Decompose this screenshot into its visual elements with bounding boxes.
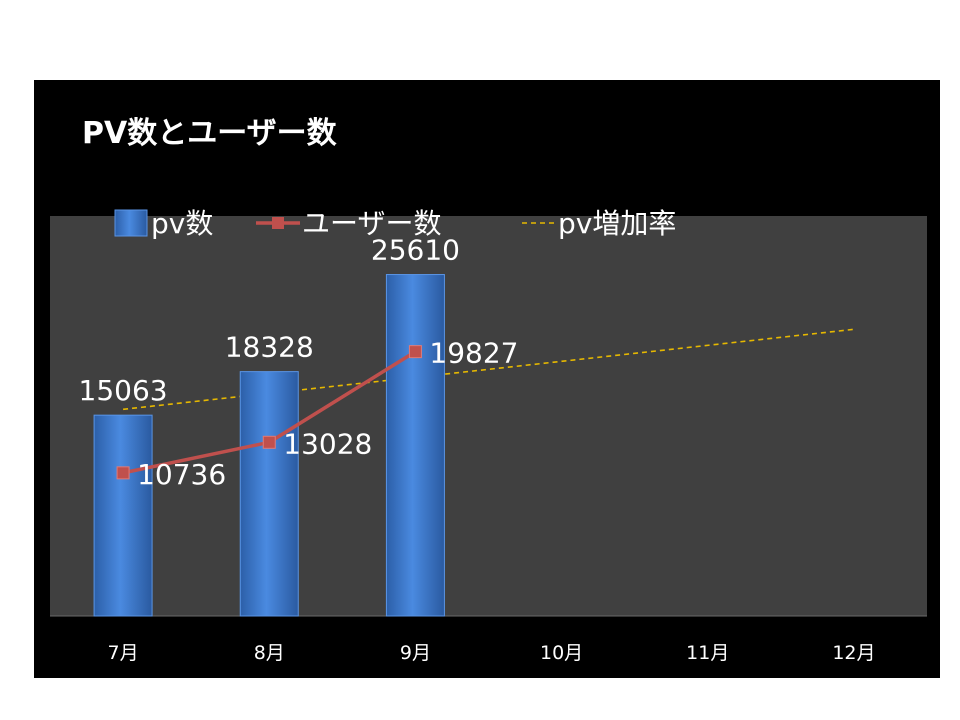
line-label-1: 13028	[283, 427, 372, 460]
x-tick-label-0: 7月	[108, 642, 139, 664]
bar-label-0: 15063	[79, 374, 168, 407]
x-tick-label-4: 11月	[686, 642, 729, 664]
bar-pv-2	[385, 274, 445, 617]
bar-label-1: 18328	[225, 331, 314, 364]
line-label-2: 19827	[429, 337, 518, 370]
line-label-0: 10736	[137, 458, 226, 491]
marker-users-0	[116, 466, 130, 480]
chart-svg: 15063 18328 25610 10736 13028 19827 7月 8月 9月 10月…	[50, 207, 927, 664]
marker-users-2	[408, 345, 422, 359]
bar-label-2: 25610	[371, 234, 460, 267]
x-tick-label-5: 12月	[832, 642, 875, 664]
legend-label-users: ユーザー数	[302, 207, 441, 240]
legend-swatch-pv	[114, 209, 148, 237]
marker-users-1	[262, 435, 276, 449]
legend-label-trend: pv増加率	[558, 207, 676, 240]
x-tick-label-2: 9月	[400, 642, 431, 664]
bar-pv-0	[93, 414, 153, 617]
bar-pv-1	[239, 371, 299, 617]
x-tick-label-3: 10月	[540, 642, 583, 664]
plot-area	[50, 216, 927, 616]
x-tick-label-1: 8月	[254, 642, 285, 664]
trendline-pv-increase	[122, 328, 855, 411]
chart-title: PV数とユーザー数	[82, 116, 337, 151]
legend-label-pv: pv数	[151, 207, 213, 240]
chart-panel: PV数とユーザー数 15063 18328 25610 10736 13028 19827…	[34, 80, 940, 678]
legend-marker-users	[272, 217, 284, 229]
